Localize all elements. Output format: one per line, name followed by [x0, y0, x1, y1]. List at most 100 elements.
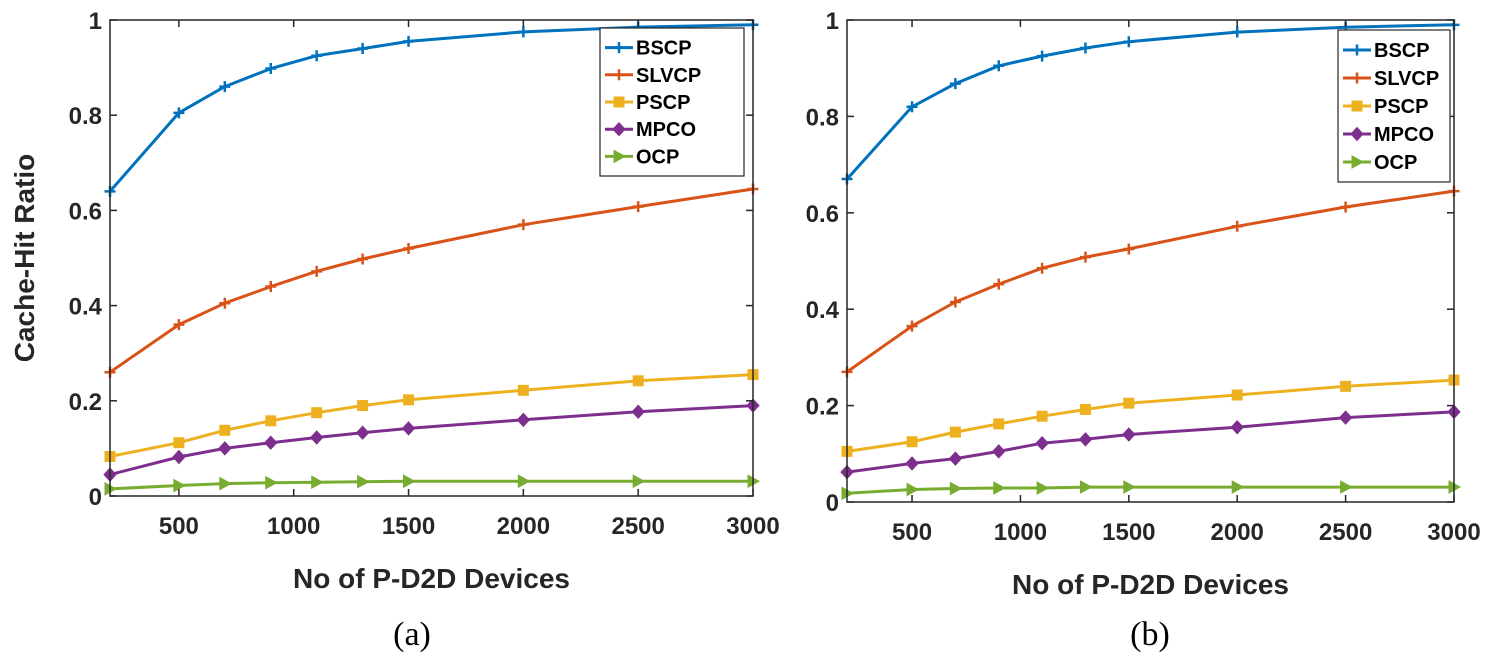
x-tick-label: 1500: [1102, 519, 1155, 546]
data-point-mpco: [355, 425, 370, 440]
figure-caption: (a): [393, 616, 431, 653]
data-point-bscp: [219, 81, 231, 93]
data-point-pscp: [173, 437, 185, 449]
data-point-bscp: [265, 63, 277, 75]
x-tick-label: 3000: [726, 513, 779, 540]
series-line-slvcp: [109, 187, 754, 374]
y-axis-label: Cache-Hit Ratio: [9, 154, 40, 362]
x-tick-label: 2500: [1319, 519, 1372, 546]
x-tick-label: 1000: [267, 513, 320, 540]
data-point-bscp: [906, 101, 918, 113]
data-point-mpco: [948, 451, 963, 466]
data-point-mpco: [218, 441, 232, 456]
y-tick-label: 0.2: [69, 389, 102, 416]
legend-label-ocp: OCP: [1374, 152, 1417, 174]
data-point-pscp: [906, 436, 918, 448]
data-point-slvcp: [219, 297, 231, 309]
y-tick-label: 0.6: [806, 201, 839, 228]
data-point-bscp: [311, 50, 323, 62]
data-point-pscp: [357, 400, 369, 412]
data-point-slvcp: [517, 219, 529, 231]
data-point-bscp: [1036, 50, 1048, 62]
data-point-pscp: [949, 426, 961, 438]
data-point-mpco: [905, 456, 919, 471]
x-tick-label: 2000: [497, 513, 550, 540]
legend-label-slvcp: SLVCP: [636, 65, 701, 87]
axes-box: [109, 19, 754, 497]
data-point-mpco: [1230, 420, 1244, 435]
data-point-bscp: [357, 43, 369, 55]
series-line-pscp: [846, 378, 1455, 453]
x-axis-label: No of P-D2D Devices: [293, 563, 570, 594]
data-point-mpco: [1078, 432, 1093, 447]
legend-marker-bscp: [613, 42, 625, 54]
x-tick-label: 3000: [1427, 519, 1480, 546]
data-point-bscp: [1079, 42, 1091, 54]
data-point-mpco: [264, 435, 278, 450]
x-tick-label: 2500: [611, 513, 664, 540]
y-tick-label: 0: [89, 484, 102, 511]
data-point-ocp: [517, 474, 531, 489]
series-ocp: [104, 474, 761, 496]
legend-marker-slvcp: [613, 69, 625, 81]
legend-marker-bscp: [1351, 44, 1363, 56]
figure-caption: (b): [1130, 616, 1170, 653]
data-point-mpco: [172, 449, 186, 465]
data-point-ocp: [1340, 480, 1353, 494]
legend-label-mpco: MPCO: [636, 119, 696, 141]
data-point-ocp: [1123, 480, 1136, 494]
data-point-ocp: [357, 474, 370, 489]
data-point-slvcp: [265, 281, 277, 293]
data-point-bscp: [949, 78, 961, 90]
data-point-pscp: [517, 384, 529, 396]
legend-marker-pscp: [613, 96, 625, 108]
y-tick-label: 1: [89, 8, 102, 35]
data-point-pscp: [403, 394, 415, 406]
data-point-pscp: [1123, 397, 1135, 409]
data-point-mpco: [1035, 435, 1049, 451]
data-point-pscp: [265, 415, 277, 427]
x-tick-label: 2000: [1211, 519, 1264, 546]
y-tick-label: 0.8: [806, 104, 839, 131]
legend-marker-mpco: [612, 121, 626, 137]
data-point-ocp: [265, 475, 278, 490]
data-point-mpco: [309, 430, 324, 445]
data-point-ocp: [219, 476, 232, 491]
data-point-slvcp: [403, 242, 415, 254]
data-point-ocp: [403, 474, 416, 489]
data-point-pscp: [1079, 403, 1091, 415]
x-tick-label: 1000: [994, 519, 1047, 546]
x-axis-label: No of P-D2D Devices: [1012, 569, 1289, 600]
data-point-mpco: [1122, 427, 1136, 442]
data-point-slvcp: [993, 278, 1005, 290]
data-point-bscp: [993, 60, 1005, 72]
data-point-ocp: [632, 474, 646, 489]
data-point-ocp: [173, 478, 186, 493]
series-line-bscp: [108, 23, 754, 193]
y-tick-label: 0.4: [806, 297, 840, 324]
data-point-slvcp: [357, 253, 369, 265]
data-point-pscp: [1231, 389, 1243, 401]
legend: BSCP SLVCP PSCP MPCO OCP: [599, 27, 745, 177]
y-tick-label: 0.8: [69, 103, 102, 130]
legend-label-bscp: BSCP: [1374, 40, 1430, 62]
data-point-ocp: [993, 481, 1006, 495]
series-line-mpco: [846, 410, 1455, 474]
data-point-mpco: [516, 412, 531, 428]
legend-label-bscp: BSCP: [636, 38, 692, 60]
data-point-ocp: [1036, 481, 1050, 495]
data-point-mpco: [401, 421, 416, 436]
axes-box: [846, 19, 1455, 503]
data-point-ocp: [906, 482, 920, 497]
legend-label-pscp: PSCP: [636, 92, 690, 114]
series-mpco: [103, 398, 760, 482]
data-point-slvcp: [1340, 201, 1352, 213]
data-point-bscp: [1123, 36, 1135, 48]
legend-label-slvcp: SLVCP: [1374, 68, 1439, 90]
legend-label-ocp: OCP: [636, 146, 679, 168]
chart-panel-b: 500 1000 1500 2000 2500 3000 0 0.2 0.4 0.6 0.8 1 No …: [806, 8, 1481, 653]
legend-marker-pscp: [1351, 100, 1363, 112]
data-point-slvcp: [1231, 220, 1243, 232]
data-point-mpco: [1338, 410, 1353, 425]
